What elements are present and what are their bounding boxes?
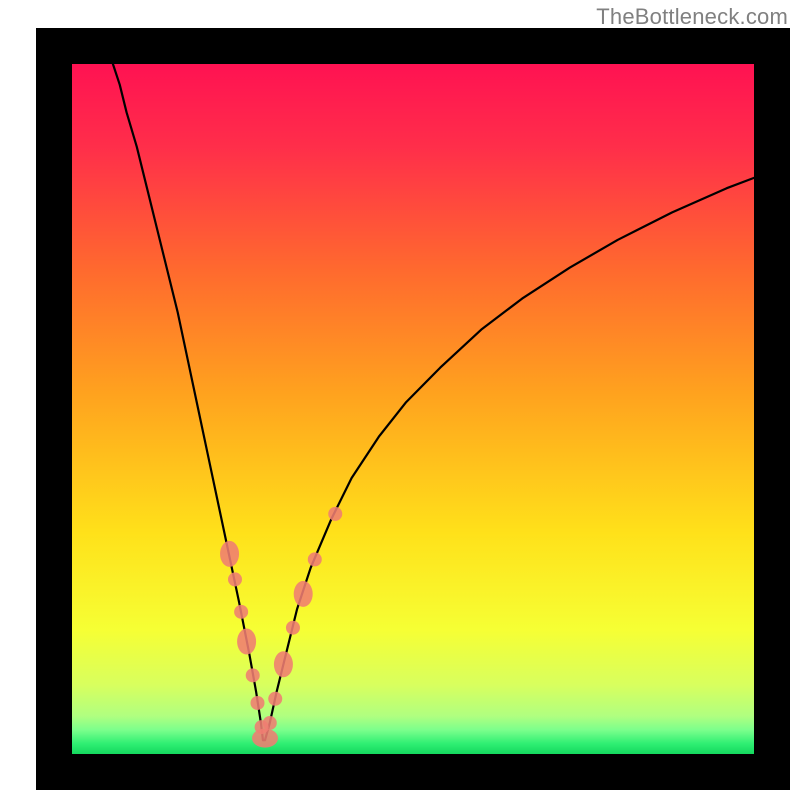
data-marker xyxy=(237,629,256,655)
data-marker xyxy=(246,668,260,682)
data-marker xyxy=(286,621,300,635)
data-marker xyxy=(263,716,277,730)
data-marker xyxy=(220,541,239,567)
data-marker xyxy=(308,552,322,566)
plot-area xyxy=(72,64,754,754)
bottleneck-curve-chart xyxy=(0,0,800,800)
chart-stage: TheBottleneck.com xyxy=(0,0,800,800)
data-marker xyxy=(251,696,265,710)
data-marker xyxy=(274,651,293,677)
data-marker xyxy=(294,581,313,607)
data-marker xyxy=(228,572,242,586)
data-marker xyxy=(268,692,282,706)
data-marker xyxy=(252,729,278,748)
data-marker xyxy=(234,605,248,619)
data-marker xyxy=(328,507,342,521)
gradient-background xyxy=(72,64,754,754)
